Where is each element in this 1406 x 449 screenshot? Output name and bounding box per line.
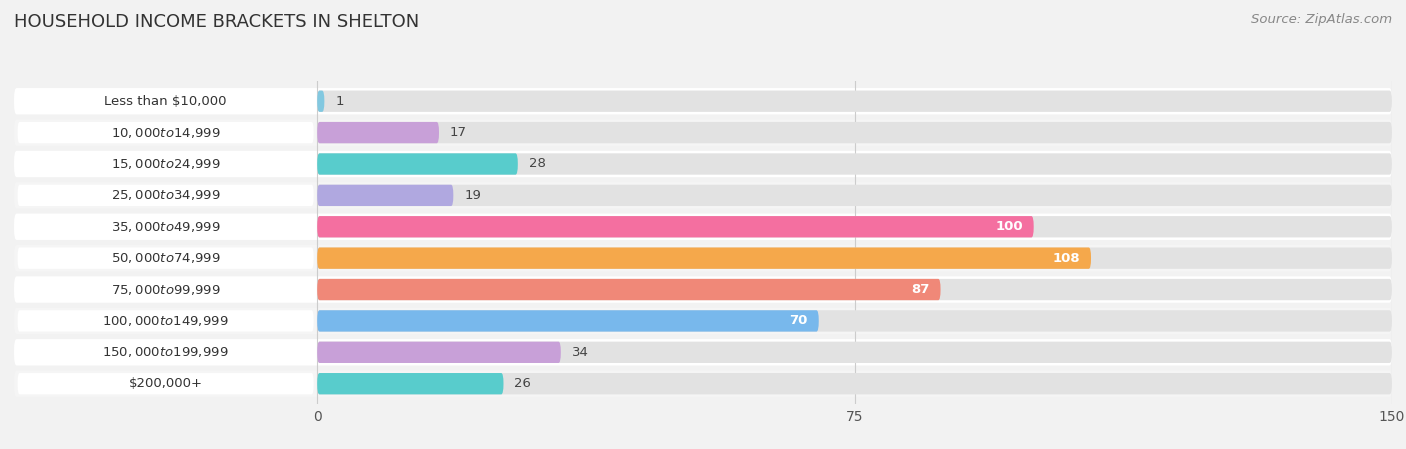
FancyBboxPatch shape [14, 119, 1392, 146]
FancyBboxPatch shape [318, 153, 1392, 175]
FancyBboxPatch shape [318, 373, 1392, 394]
Text: 108: 108 [1053, 251, 1080, 264]
Text: HOUSEHOLD INCOME BRACKETS IN SHELTON: HOUSEHOLD INCOME BRACKETS IN SHELTON [14, 13, 419, 31]
FancyBboxPatch shape [318, 342, 561, 363]
FancyBboxPatch shape [318, 373, 503, 394]
FancyBboxPatch shape [318, 91, 1392, 112]
FancyBboxPatch shape [18, 310, 314, 332]
FancyBboxPatch shape [14, 88, 1392, 114]
FancyBboxPatch shape [318, 185, 453, 206]
FancyBboxPatch shape [18, 216, 314, 238]
FancyBboxPatch shape [318, 122, 1392, 143]
Text: 87: 87 [911, 283, 929, 296]
FancyBboxPatch shape [318, 279, 941, 300]
Text: $200,000+: $200,000+ [128, 377, 202, 390]
FancyBboxPatch shape [318, 310, 818, 332]
Text: 26: 26 [515, 377, 531, 390]
FancyBboxPatch shape [318, 185, 1392, 206]
FancyBboxPatch shape [14, 370, 1392, 397]
Text: 28: 28 [529, 158, 546, 171]
FancyBboxPatch shape [18, 279, 314, 300]
Text: 19: 19 [464, 189, 481, 202]
FancyBboxPatch shape [14, 151, 1392, 177]
Text: $75,000 to $99,999: $75,000 to $99,999 [111, 282, 221, 296]
Text: Less than $10,000: Less than $10,000 [104, 95, 226, 108]
FancyBboxPatch shape [318, 247, 1091, 269]
FancyBboxPatch shape [318, 91, 325, 112]
Text: $150,000 to $199,999: $150,000 to $199,999 [103, 345, 229, 359]
Text: $15,000 to $24,999: $15,000 to $24,999 [111, 157, 221, 171]
FancyBboxPatch shape [18, 373, 314, 394]
FancyBboxPatch shape [18, 247, 314, 269]
Text: 34: 34 [572, 346, 589, 359]
FancyBboxPatch shape [18, 342, 314, 363]
Text: $100,000 to $149,999: $100,000 to $149,999 [103, 314, 229, 328]
FancyBboxPatch shape [318, 122, 439, 143]
FancyBboxPatch shape [18, 153, 314, 175]
FancyBboxPatch shape [14, 214, 1392, 240]
Text: $50,000 to $74,999: $50,000 to $74,999 [111, 251, 221, 265]
FancyBboxPatch shape [318, 216, 1033, 238]
FancyBboxPatch shape [318, 153, 517, 175]
Text: $10,000 to $14,999: $10,000 to $14,999 [111, 126, 221, 140]
FancyBboxPatch shape [18, 91, 314, 112]
Text: 1: 1 [335, 95, 343, 108]
FancyBboxPatch shape [318, 279, 1392, 300]
FancyBboxPatch shape [318, 247, 1392, 269]
FancyBboxPatch shape [14, 182, 1392, 209]
Text: 70: 70 [790, 314, 808, 327]
FancyBboxPatch shape [14, 245, 1392, 271]
FancyBboxPatch shape [18, 122, 314, 143]
FancyBboxPatch shape [318, 342, 1392, 363]
Text: $35,000 to $49,999: $35,000 to $49,999 [111, 220, 221, 234]
FancyBboxPatch shape [18, 185, 314, 206]
Text: 17: 17 [450, 126, 467, 139]
Text: $25,000 to $34,999: $25,000 to $34,999 [111, 189, 221, 202]
Text: Source: ZipAtlas.com: Source: ZipAtlas.com [1251, 13, 1392, 26]
FancyBboxPatch shape [14, 308, 1392, 334]
FancyBboxPatch shape [14, 339, 1392, 365]
FancyBboxPatch shape [318, 310, 1392, 332]
FancyBboxPatch shape [318, 216, 1392, 238]
FancyBboxPatch shape [14, 276, 1392, 303]
Text: 100: 100 [995, 220, 1024, 233]
